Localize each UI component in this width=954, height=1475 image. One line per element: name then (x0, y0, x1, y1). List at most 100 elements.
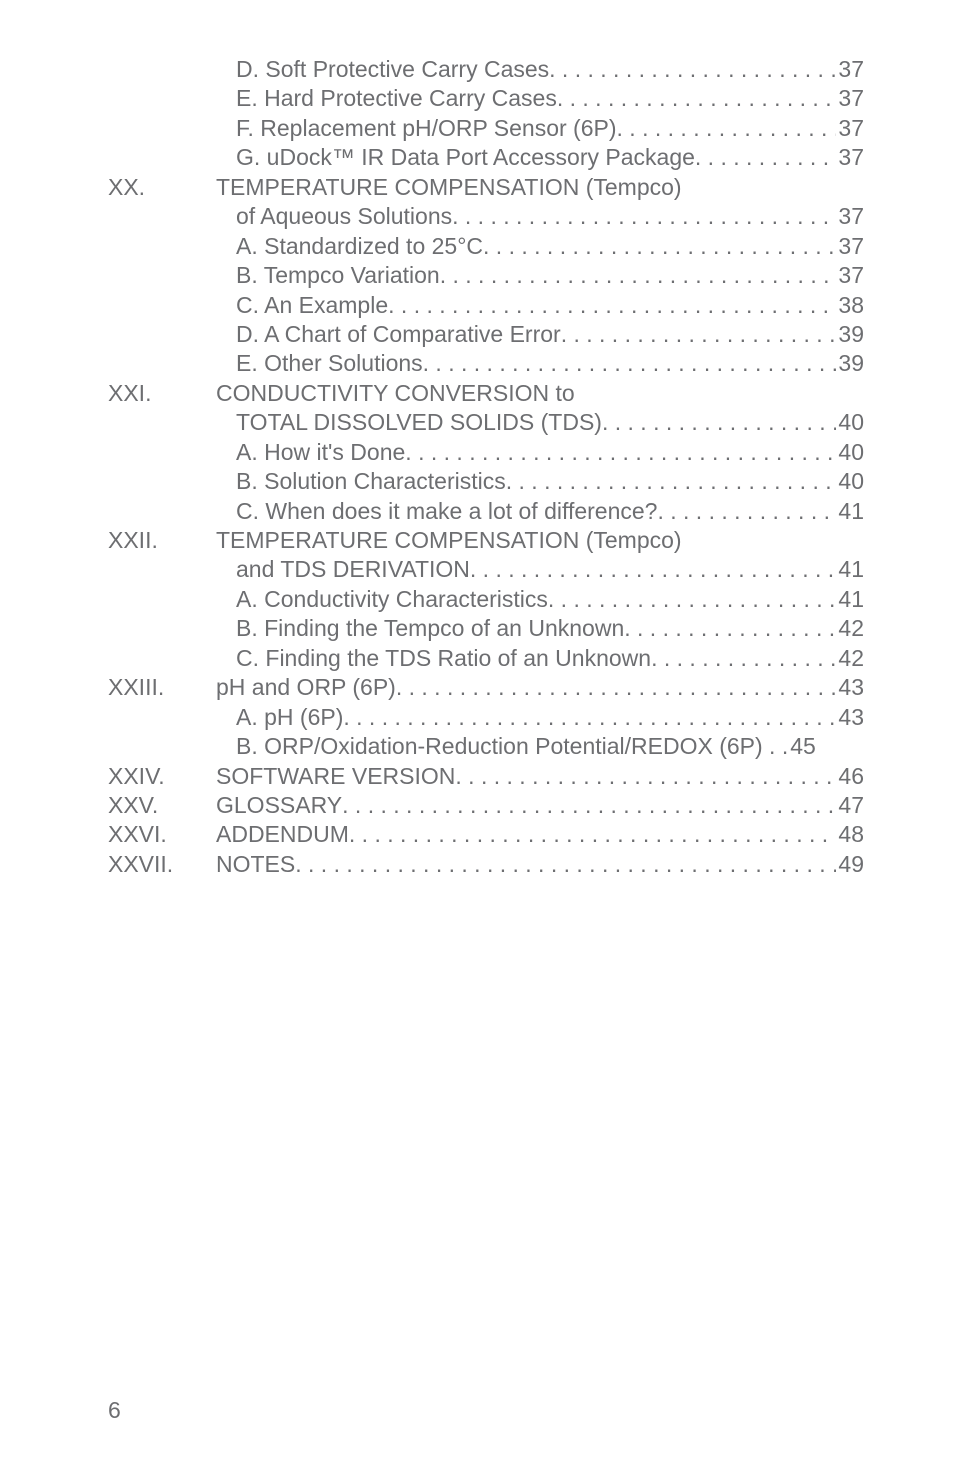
page-ref: 42 (836, 644, 864, 673)
page-ref: 39 (836, 320, 864, 349)
page-ref: 40 (836, 438, 864, 467)
page-ref: 37 (836, 232, 864, 261)
leader-dots (455, 762, 836, 791)
toc-line: B. Finding the Tempco of an Unknown 42 (108, 614, 864, 643)
leader-dots (396, 673, 837, 702)
leader-dots (343, 703, 836, 732)
section-roman: XXII. (108, 526, 216, 555)
page-ref: 42 (836, 614, 864, 643)
section-title: NOTES (216, 850, 295, 879)
toc-line: C. When does it make a lot of difference… (108, 497, 864, 526)
sub-title: of Aqueous Solutions (236, 202, 452, 231)
page-ref: 37 (836, 114, 864, 143)
leader-dots (657, 497, 836, 526)
toc-line: D. Soft Protective Carry Cases37 (108, 55, 864, 84)
sub-title: C. Finding the TDS Ratio of an Unknown (236, 644, 651, 673)
section-roman: XXVI. (108, 820, 216, 849)
section-title: CONDUCTIVITY CONVERSION to (216, 379, 575, 408)
toc-line: XXII.TEMPERATURE COMPENSATION (Tempco) (108, 526, 864, 555)
page-ref: 47 (836, 791, 864, 820)
toc-line: XXI.CONDUCTIVITY CONVERSION to (108, 379, 864, 408)
sub-title: F. Replacement pH/ORP Sensor (6P) (236, 114, 617, 143)
section-roman: XX. (108, 173, 216, 202)
toc-line: XXVI.ADDENDUM 48 (108, 820, 864, 849)
toc-line: XX.TEMPERATURE COMPENSATION (Tempco) (108, 173, 864, 202)
toc-line: A. How it's Done 40 (108, 438, 864, 467)
page-ref: 41 (836, 555, 864, 584)
section-title: SOFTWARE VERSION (216, 762, 455, 791)
page-number: 6 (108, 1396, 121, 1425)
leader-dots (388, 291, 836, 320)
section-title: pH and ORP (6P) (216, 673, 396, 702)
toc-line: XXIII.pH and ORP (6P) 43 (108, 673, 864, 702)
leader-dots (561, 320, 837, 349)
toc-line: A. pH (6P) 43 (108, 703, 864, 732)
leader-dots (506, 467, 837, 496)
leader-dots (452, 202, 836, 231)
toc-line: D. A Chart of Comparative Error 39 (108, 320, 864, 349)
page-ref: 46 (836, 762, 864, 791)
toc-line: XXIV.SOFTWARE VERSION 46 (108, 762, 864, 791)
page-ref: 45 (788, 732, 816, 761)
toc-line: B. ORP/Oxidation-Reduction Potential/RED… (108, 732, 864, 761)
page-ref: 41 (836, 497, 864, 526)
page-ref: 41 (836, 585, 864, 614)
toc-line: G. uDock™ IR Data Port Accessory Package… (108, 143, 864, 172)
page-ref: 37 (836, 143, 864, 172)
leader-dots (617, 114, 837, 143)
toc-line: XXVII.NOTES 49 (108, 850, 864, 879)
leader-dots (349, 820, 837, 849)
page-ref: 40 (836, 408, 864, 437)
section-roman: XXIV. (108, 762, 216, 791)
page-ref: 37 (836, 202, 864, 231)
section-title: GLOSSARY (216, 791, 342, 820)
leader-dots (405, 438, 836, 467)
section-roman: XXIII. (108, 673, 216, 702)
section-title: TEMPERATURE COMPENSATION (Tempco) (216, 526, 682, 555)
page-ref: 39 (836, 349, 864, 378)
toc-line: C. Finding the TDS Ratio of an Unknown 4… (108, 644, 864, 673)
sub-title: A. Standardized to 25°C (236, 232, 483, 261)
toc-line: TOTAL DISSOLVED SOLIDS (TDS) 40 (108, 408, 864, 437)
toc-line: A. Standardized to 25°C 37 (108, 232, 864, 261)
sub-title: E. Hard Protective Carry Cases (236, 84, 557, 113)
leader-dots (342, 791, 836, 820)
sub-title: B. ORP/Oxidation-Reduction Potential/RED… (236, 732, 763, 761)
leader-dots (624, 614, 836, 643)
toc-body: D. Soft Protective Carry Cases37E. Hard … (108, 55, 864, 879)
leader-dots (440, 261, 837, 290)
sub-title: TOTAL DISSOLVED SOLIDS (TDS) (236, 408, 602, 437)
section-roman: XXV. (108, 791, 216, 820)
sub-title: B. Finding the Tempco of an Unknown (236, 614, 624, 643)
toc-line: A. Conductivity Characteristics 41 (108, 585, 864, 614)
leader-dots (423, 349, 837, 378)
leader-dots (470, 555, 837, 584)
sub-title: E. Other Solutions (236, 349, 423, 378)
toc-line: E. Hard Protective Carry Cases 37 (108, 84, 864, 113)
page-ref: 48 (836, 820, 864, 849)
leader-dots (295, 850, 836, 879)
toc-line: F. Replacement pH/ORP Sensor (6P) 37 (108, 114, 864, 143)
sub-title: B. Solution Characteristics (236, 467, 506, 496)
leader-dots (548, 585, 837, 614)
leader-dots (602, 408, 836, 437)
toc-line: and TDS DERIVATION 41 (108, 555, 864, 584)
sub-title: G. uDock™ IR Data Port Accessory Package (236, 143, 695, 172)
toc-line: C. An Example 38 (108, 291, 864, 320)
leader-dots (695, 143, 837, 172)
section-roman: XXI. (108, 379, 216, 408)
sub-title: A. Conductivity Characteristics (236, 585, 548, 614)
sub-title: D. Soft Protective Carry Cases (236, 55, 549, 84)
sub-title: C. An Example (236, 291, 388, 320)
toc-line: B. Solution Characteristics40 (108, 467, 864, 496)
section-roman: XXVII. (108, 850, 216, 879)
leader-dots (557, 84, 837, 113)
spacer: . . (763, 732, 789, 761)
sub-title: A. How it's Done (236, 438, 405, 467)
toc-line: XXV.GLOSSARY 47 (108, 791, 864, 820)
toc-line: E. Other Solutions 39 (108, 349, 864, 378)
page-ref: 38 (836, 291, 864, 320)
page-ref: 37 (836, 261, 864, 290)
page-ref: 49 (836, 850, 864, 879)
page-ref: 43 (836, 673, 864, 702)
